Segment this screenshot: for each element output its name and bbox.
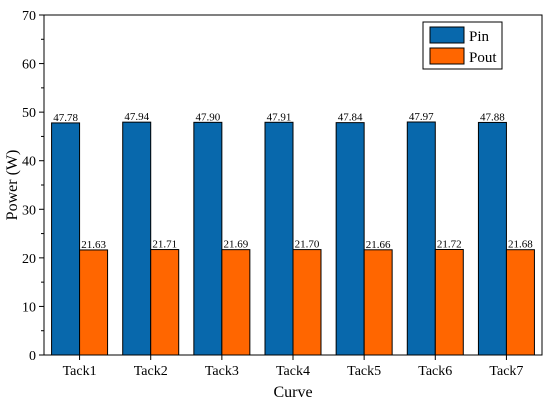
y-axis-label: Power (W) [4, 150, 21, 221]
bar-pin [193, 121, 223, 356]
y-tick-label: 70 [22, 9, 36, 24]
bar-value-label: 47.90 [195, 111, 220, 123]
bar-value-label: 47.84 [338, 112, 363, 124]
bar-pin [477, 121, 507, 356]
x-tick-label: Tack3 [205, 364, 239, 379]
y-axis: 0 10 20 30 40 50 60 70 [22, 9, 44, 364]
y-tick-label: 10 [22, 300, 36, 315]
y-tick-label: 50 [22, 106, 36, 121]
bar-pout [434, 249, 464, 356]
x-tick-label: Tack4 [276, 364, 310, 379]
x-tick-label: Tack7 [489, 364, 523, 379]
bar-pout [221, 249, 251, 356]
legend: Pin Pout [422, 21, 503, 70]
y-tick-label: 0 [29, 349, 36, 364]
legend-label-pout: Pout [469, 50, 497, 66]
x-tick-label: Tack1 [63, 364, 97, 379]
bar-value-label: 47.94 [124, 111, 149, 123]
legend-label-pin: Pin [469, 29, 490, 45]
bar-value-label: 21.68 [508, 239, 533, 251]
bar-value-label: 21.70 [295, 239, 320, 251]
bar-pin [122, 121, 152, 356]
bar-pout [79, 249, 109, 356]
bar-value-label: 47.97 [409, 111, 434, 123]
bar-pin [335, 122, 365, 356]
bar-pout [505, 249, 535, 356]
x-axis-label: Curve [273, 384, 312, 401]
bar-value-label: 47.88 [480, 111, 505, 123]
bar-pout [292, 249, 322, 356]
bar-pout [363, 249, 393, 356]
legend-swatch-pout [429, 47, 465, 65]
bar-value-label: 21.66 [366, 239, 391, 251]
x-tick-label: Tack2 [134, 364, 168, 379]
bar-value-labels: 47.78 21.63 47.94 21.71 47.90 21.69 47.91 21.70… [53, 111, 533, 251]
bars [51, 121, 535, 356]
x-axis: Tack1 Tack2 Tack3 Tack4 Tack5 Tack6 Tack7 [63, 355, 523, 379]
legend-swatch-pin [429, 26, 465, 44]
bar-pout [150, 249, 180, 356]
y-tick-label: 30 [22, 203, 36, 218]
y-tick-label: 40 [22, 155, 36, 170]
bar-value-label: 21.72 [437, 239, 462, 251]
bar-value-label: 21.69 [223, 239, 248, 251]
bar-pin [406, 121, 436, 356]
bar-value-label: 21.63 [81, 239, 106, 251]
bar-value-label: 21.71 [152, 239, 177, 251]
x-tick-label: Tack5 [347, 364, 381, 379]
y-tick-label: 20 [22, 252, 36, 267]
bar-value-label: 47.91 [267, 111, 292, 123]
bar-pin [51, 122, 81, 356]
bar-pin [264, 121, 294, 356]
y-tick-label: 60 [22, 58, 36, 73]
bar-value-label: 47.78 [53, 112, 78, 124]
x-tick-label: Tack6 [418, 364, 452, 379]
